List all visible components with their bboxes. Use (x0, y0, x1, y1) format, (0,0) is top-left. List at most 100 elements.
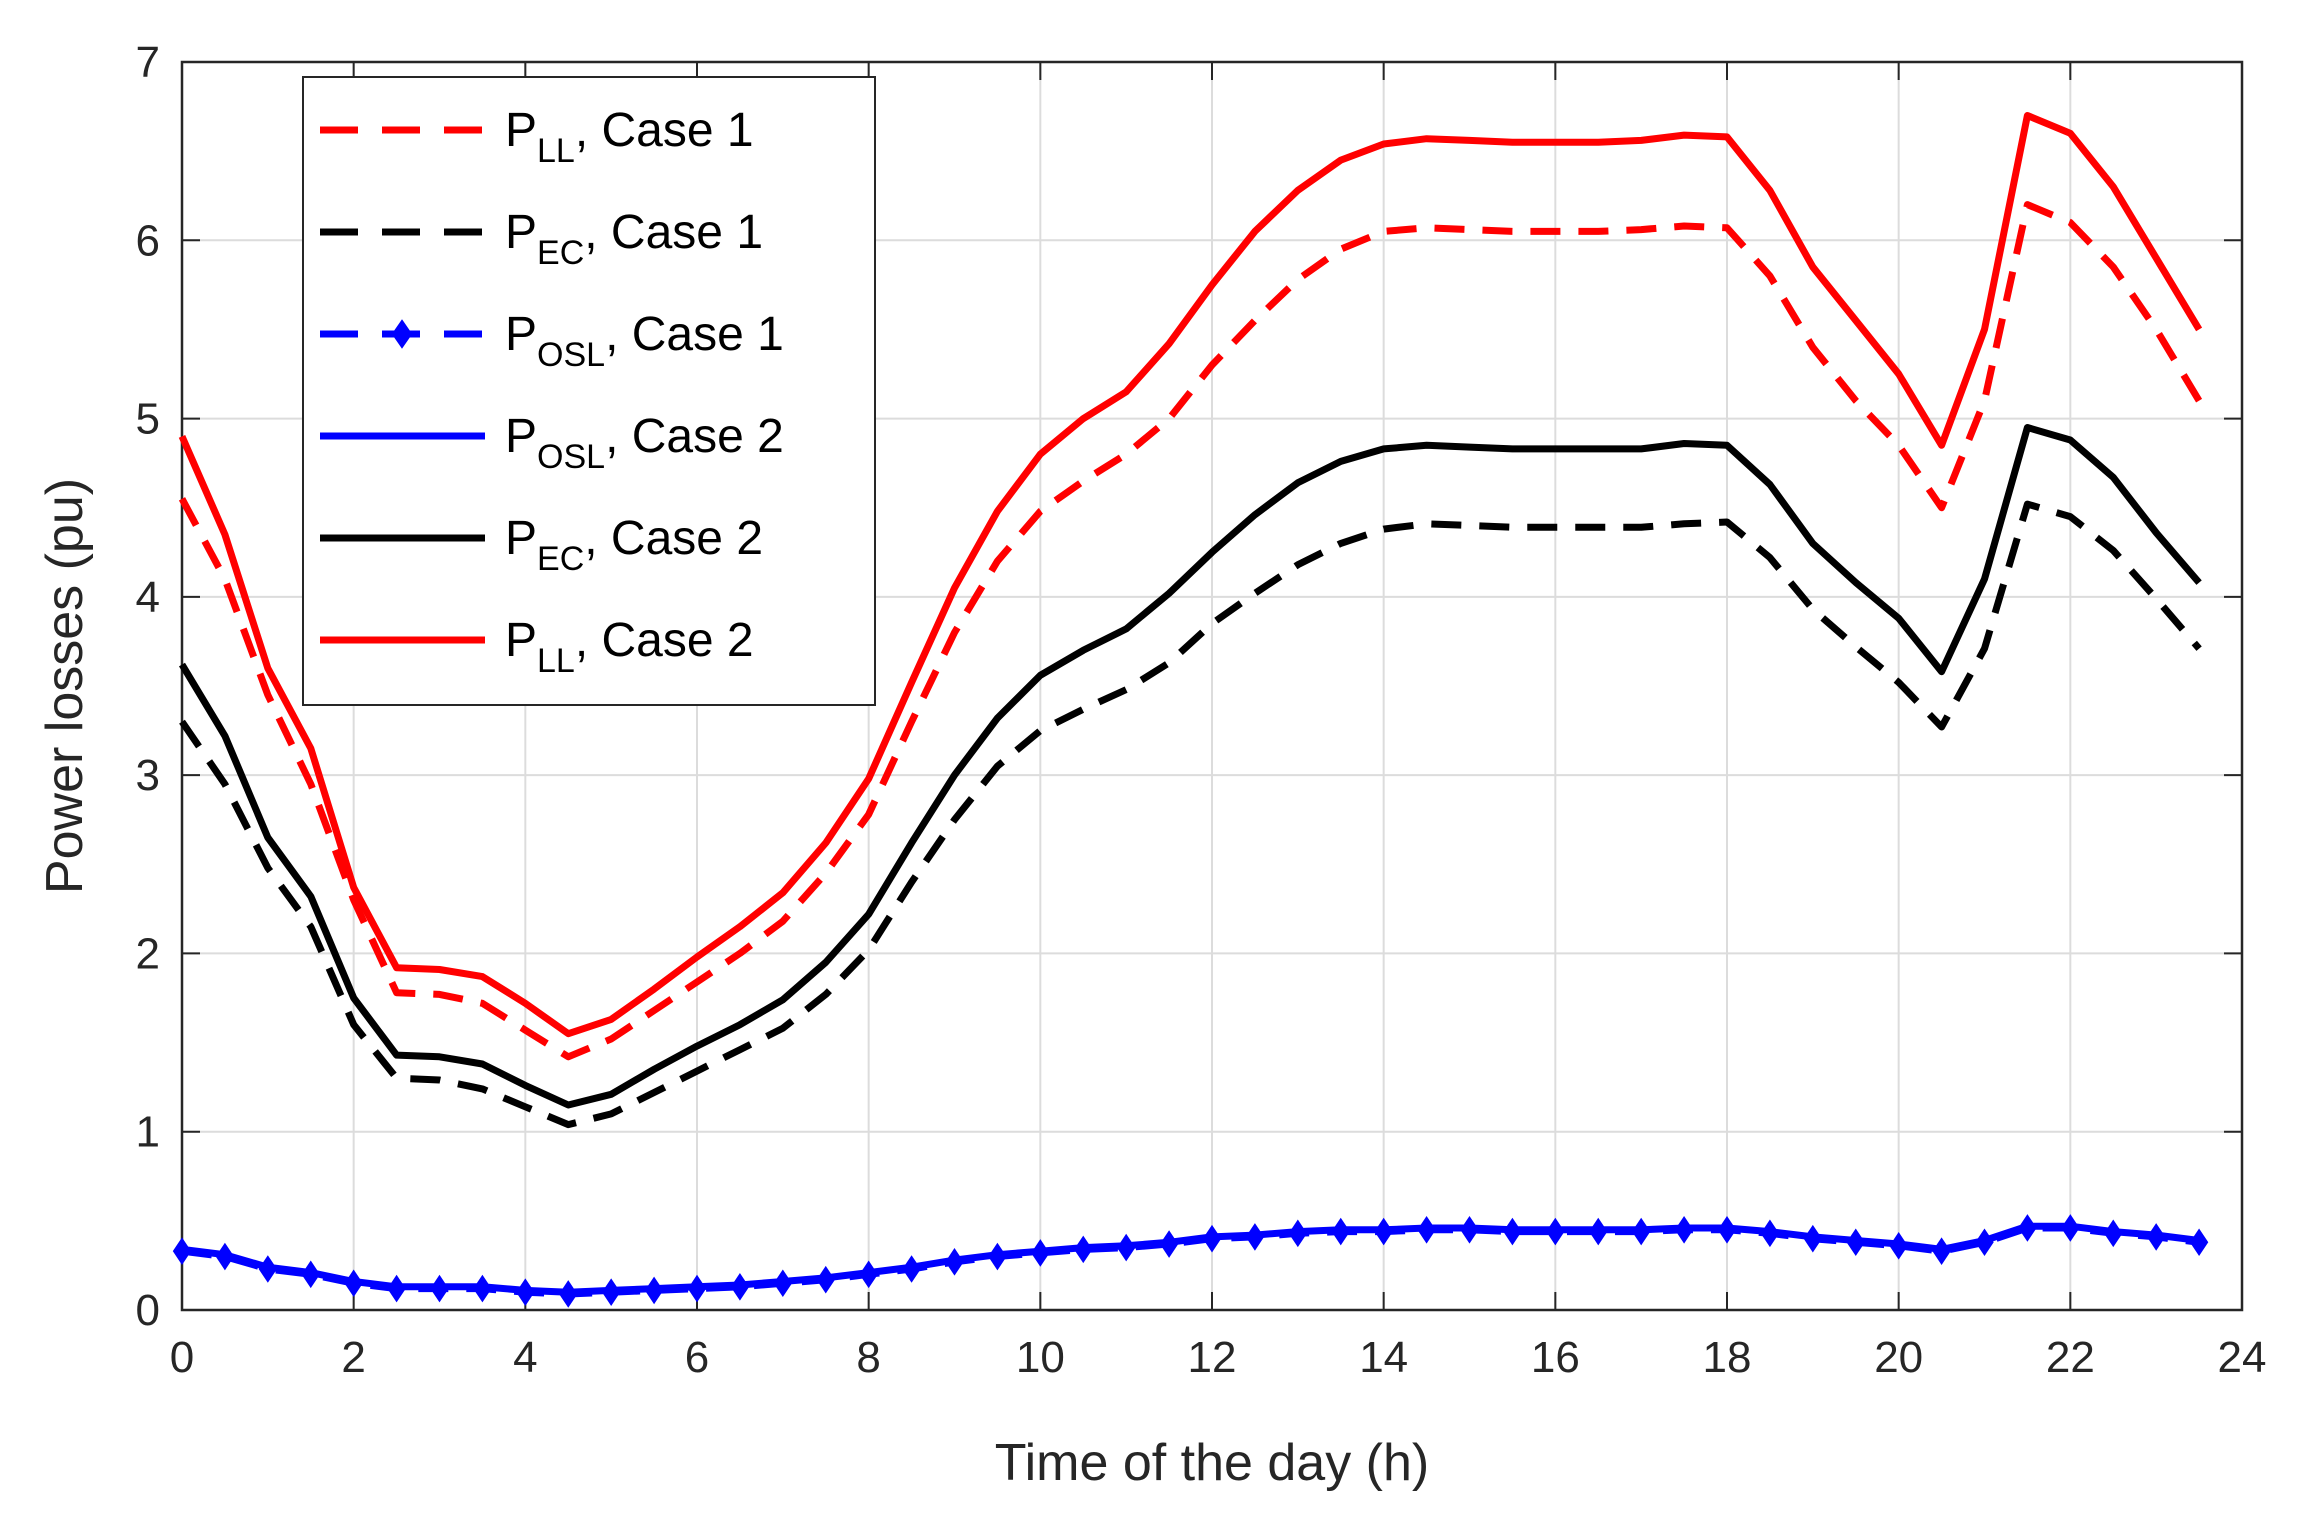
series-p-ec-case-1 (179, 500, 2202, 1129)
y-tick-label: 7 (136, 38, 160, 87)
data-point-marker (859, 1260, 878, 1289)
data-point-marker (1589, 1217, 1608, 1246)
data-point-marker (258, 1255, 278, 1283)
legend-marker (391, 319, 413, 349)
legend-label-subscript: EC (537, 234, 584, 272)
data-point-marker (773, 1269, 793, 1298)
data-point-marker (473, 1274, 492, 1303)
data-point-marker (1202, 1224, 1222, 1253)
data-point-marker (601, 1278, 621, 1306)
legend-label: PLL, Case 2 (505, 614, 754, 680)
data-point-marker (215, 1242, 235, 1271)
legend-label: POSL, Case 2 (505, 410, 784, 476)
x-tick-label: 8 (856, 1333, 880, 1382)
legend-entry: PEC, Case 2 (320, 512, 763, 578)
data-point-marker (1288, 1219, 1308, 1248)
legend-label-subscript: OSL (537, 336, 605, 374)
y-tick-label: 0 (136, 1286, 160, 1335)
data-point-marker (902, 1255, 921, 1283)
data-point-marker (172, 1237, 192, 1265)
data-point-marker (516, 1278, 535, 1306)
x-tick-label: 18 (1703, 1333, 1752, 1382)
data-point-marker (988, 1242, 1007, 1271)
series-p-osl-case-1 (172, 1214, 2209, 1308)
legend-label-subscript: LL (537, 642, 575, 680)
legend-label-rest: , Case 2 (584, 512, 763, 565)
x-tick-label: 22 (2046, 1333, 2095, 1382)
y-tick-label: 2 (136, 929, 160, 978)
legend-label: PEC, Case 2 (505, 512, 763, 578)
data-point-marker (1460, 1215, 1479, 1244)
data-point-marker (1674, 1215, 1694, 1244)
data-point-marker (945, 1248, 964, 1276)
x-tick-label: 16 (1531, 1333, 1580, 1382)
data-point-marker (1846, 1228, 1865, 1257)
legend-label-main: P (505, 614, 537, 667)
legend-label: POSL, Case 1 (505, 308, 784, 374)
data-point-marker (430, 1274, 449, 1303)
data-point-marker (816, 1265, 835, 1294)
series-p-ll-case-2 (178, 112, 2203, 1038)
legend-label-subscript: LL (537, 132, 575, 170)
legend-label-main: P (505, 104, 537, 157)
legend-label-subscript: OSL (537, 438, 605, 476)
x-tick-label: 4 (513, 1333, 537, 1382)
legend-label-main: P (505, 308, 537, 361)
data-point-marker (344, 1269, 363, 1298)
y-tick-label: 5 (136, 395, 160, 444)
x-tick-label: 20 (1874, 1333, 1923, 1382)
data-point-marker (1932, 1237, 1951, 1265)
legend-box (302, 76, 876, 706)
data-point-marker (2189, 1228, 2209, 1257)
data-point-marker (730, 1273, 750, 1301)
legend-entry: PEC, Case 1 (320, 206, 763, 272)
data-point-marker (1803, 1224, 1823, 1253)
data-point-marker (1031, 1239, 1050, 1267)
legend-label-rest: , Case 2 (575, 614, 754, 667)
legend-entry: POSL, Case 1 (320, 308, 784, 374)
data-point-marker (1331, 1217, 1350, 1246)
series-p-ec-case-2 (179, 424, 2202, 1109)
y-tick-label: 6 (136, 216, 160, 265)
legend-label-subscript: EC (537, 540, 584, 578)
series-line (179, 424, 2202, 1109)
data-point-marker (1889, 1232, 1908, 1260)
x-tick-label: 0 (170, 1333, 194, 1382)
legend-entry: PLL, Case 1 (320, 104, 754, 170)
data-point-marker (1760, 1219, 1780, 1248)
data-point-marker (1074, 1235, 1093, 1264)
data-point-marker (1717, 1215, 1737, 1244)
x-axis-label: Time of the day (h) (995, 1434, 1429, 1492)
data-point-marker (1546, 1217, 1565, 1246)
data-point-marker (1417, 1215, 1436, 1244)
x-tick-label: 2 (341, 1333, 365, 1382)
data-point-marker (2018, 1214, 2037, 1242)
y-axis-label: Power losses (pu) (36, 478, 94, 894)
legend-label-rest: , Case 2 (605, 410, 784, 463)
data-point-marker (559, 1280, 578, 1308)
legend-label: PLL, Case 1 (505, 104, 754, 170)
x-tick-label: 6 (685, 1333, 709, 1382)
legend-label-main: P (505, 410, 537, 463)
y-tick-label: 4 (136, 573, 160, 622)
data-point-marker (1631, 1217, 1651, 1246)
legend-entry: POSL, Case 2 (320, 410, 784, 476)
data-series (172, 112, 2209, 1308)
data-point-marker (644, 1276, 664, 1305)
data-point-marker (1245, 1223, 1265, 1251)
data-point-marker (387, 1274, 406, 1303)
legend-label: PEC, Case 1 (505, 206, 763, 272)
y-tick-label: 3 (136, 751, 160, 800)
data-point-marker (687, 1274, 707, 1303)
data-point-marker (2061, 1214, 2080, 1242)
legend-label-rest: , Case 1 (575, 104, 754, 157)
x-tick-label: 14 (1359, 1333, 1408, 1382)
legend-label-main: P (505, 512, 537, 565)
y-tick-label: 1 (136, 1108, 160, 1157)
data-point-marker (2146, 1223, 2166, 1251)
legend-label-rest: , Case 1 (605, 308, 784, 361)
data-point-marker (1159, 1230, 1179, 1258)
